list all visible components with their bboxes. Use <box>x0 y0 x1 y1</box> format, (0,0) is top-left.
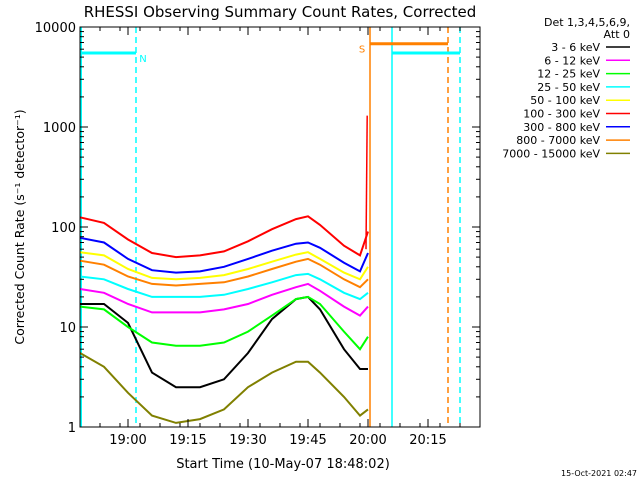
y-tick-label: 1 <box>68 421 76 436</box>
plot-area: N S 19:00 19:15 19:30 19:45 20:00 20:15 1 10 100 1… <box>35 21 481 448</box>
y-tick-label: 10 <box>59 321 76 336</box>
legend-entry-label: 25 - 50 keV <box>537 81 600 94</box>
legend-entry-label: 800 - 7000 keV <box>516 134 600 147</box>
y-tick-label: 1000 <box>43 121 76 136</box>
legend-entry-label: 100 - 300 keV <box>523 108 600 121</box>
timestamp: 15-Oct-2021 02:47 <box>561 469 637 478</box>
legend-header-line: Att 0 <box>604 28 630 41</box>
series-line <box>79 257 369 289</box>
legend-entry-label: 7000 - 15000 keV <box>502 147 600 160</box>
plot-frame <box>79 26 481 428</box>
series-line <box>79 282 369 317</box>
y-tick-label: 10000 <box>35 21 76 36</box>
legend-entry-label: 6 - 12 keV <box>544 54 600 67</box>
x-tick-label: 19:30 <box>229 433 266 448</box>
x-tick-label: 19:45 <box>289 433 326 448</box>
series-line <box>79 272 369 301</box>
y-tick-label: 100 <box>51 221 76 236</box>
legend-entry-label: 300 - 800 keV <box>523 121 600 134</box>
annotation-label: S <box>359 45 365 56</box>
series-line <box>79 352 369 424</box>
y-axis-label: Corrected Count Rate (s⁻¹ detector⁻¹) <box>12 109 27 344</box>
legend-entry-label: 3 - 6 keV <box>551 41 600 54</box>
series-line <box>79 251 369 281</box>
legend-header-line: Det 1,3,4,5,6,9, <box>544 16 630 29</box>
annotation-label: N <box>139 54 146 65</box>
x-axis-label: Start Time (10-May-07 18:48:02) <box>176 457 390 472</box>
x-tick-label: 20:00 <box>349 433 386 448</box>
x-tick-label: 20:15 <box>409 433 446 448</box>
series-line <box>365 115 368 250</box>
legend-entry-label: 50 - 100 keV <box>530 94 600 107</box>
series-line <box>79 215 369 259</box>
x-tick-label: 19:00 <box>109 433 146 448</box>
x-tick-label: 19:15 <box>169 433 206 448</box>
series-line <box>80 295 368 389</box>
series-line <box>79 295 369 351</box>
chart-title: RHESSI Observing Summary Count Rates, Co… <box>84 3 477 21</box>
legend-entry-label: 12 - 25 keV <box>537 68 600 81</box>
series-line <box>79 236 369 274</box>
